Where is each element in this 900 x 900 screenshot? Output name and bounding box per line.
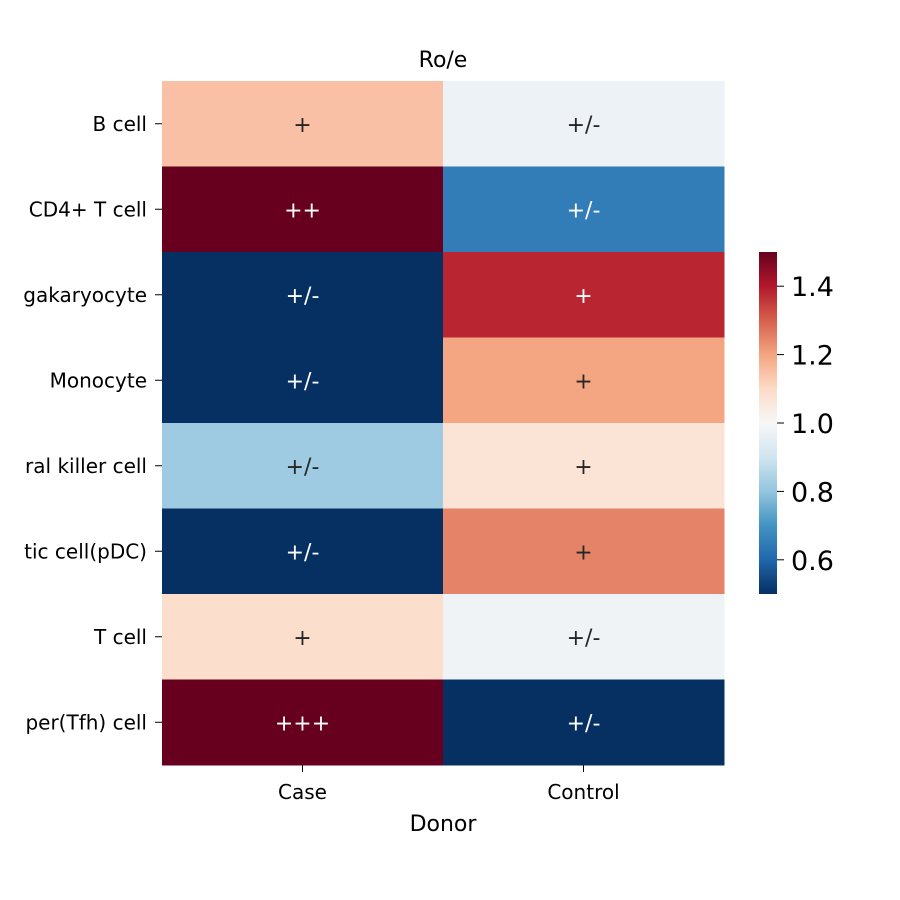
colorbar-tick-label: 1.0 — [791, 409, 834, 440]
y-tick-label: gakaryocyte — [23, 283, 147, 307]
cell-annotation: + — [574, 540, 592, 565]
cell-annotation: +++ — [275, 711, 330, 736]
heatmap-cell — [443, 81, 725, 167]
cell-annotation: + — [574, 284, 592, 309]
colorbar-gradient — [759, 252, 777, 594]
cell-annotation: ++ — [284, 198, 321, 223]
cell-annotation: +/- — [286, 369, 320, 394]
y-tick-label: T cell — [93, 625, 147, 649]
colorbar-tick-label: 1.4 — [791, 272, 834, 303]
y-tick-label: per(Tfh) cell — [25, 710, 147, 734]
heatmap-cell — [162, 81, 444, 167]
heatmap-cell — [443, 679, 725, 766]
cell-annotation: +/- — [567, 711, 601, 736]
cell-annotation: +/- — [567, 113, 601, 138]
y-tick-label: CD4+ T cell — [29, 197, 147, 221]
heatmap-cell — [443, 594, 725, 680]
colorbar: 0.6 0.8 1.0 1.2 1.4 — [759, 252, 834, 594]
cell-annotation: + — [293, 626, 311, 651]
heatmap-cell — [443, 337, 725, 424]
x-tick-label: Control — [547, 780, 619, 804]
heatmap-cells: + +/-++ +/-+/- ++/- ++/- ++/- ++ +/-+++ +/- — [162, 81, 725, 766]
heatmap-cell — [162, 594, 444, 680]
colorbar-tick-label: 1.2 — [791, 341, 834, 372]
x-tick-label: Case — [278, 780, 327, 804]
heatmap-cell — [162, 337, 444, 424]
cell-annotation: +/- — [286, 284, 320, 309]
y-tick-label: ral killer cell — [25, 454, 147, 478]
cell-annotation: +/- — [567, 626, 601, 651]
heatmap-cell — [162, 679, 444, 766]
heatmap-cell — [162, 252, 444, 338]
x-axis-label: Donor — [410, 812, 478, 837]
cell-annotation: + — [574, 455, 592, 480]
cell-annotation: +/- — [567, 198, 601, 223]
x-tick-labels: Case Control — [278, 765, 620, 804]
y-tick-labels: B cell CD4+ T cell gakaryocyte Monocyte ral … — [23, 112, 162, 734]
heatmap-cell — [443, 252, 725, 338]
cell-annotation: + — [293, 113, 311, 138]
y-tick-label: B cell — [93, 112, 148, 136]
y-tick-label: tic cell(pDC) — [24, 539, 147, 563]
heatmap-cell — [162, 166, 444, 253]
cell-annotation: + — [574, 369, 592, 394]
heatmap-cell — [162, 508, 444, 595]
colorbar-tick-label: 0.8 — [791, 477, 834, 508]
cell-annotation: +/- — [286, 455, 320, 480]
heatmap-cell — [443, 423, 725, 509]
y-tick-label: Monocyte — [50, 368, 147, 392]
chart-title: Ro/e — [419, 48, 468, 73]
heatmap-cell — [162, 423, 444, 509]
heatmap-cell — [443, 508, 725, 595]
colorbar-tick-label: 0.6 — [791, 546, 834, 577]
heatmap-cell — [443, 166, 725, 253]
cell-annotation: +/- — [286, 540, 320, 565]
